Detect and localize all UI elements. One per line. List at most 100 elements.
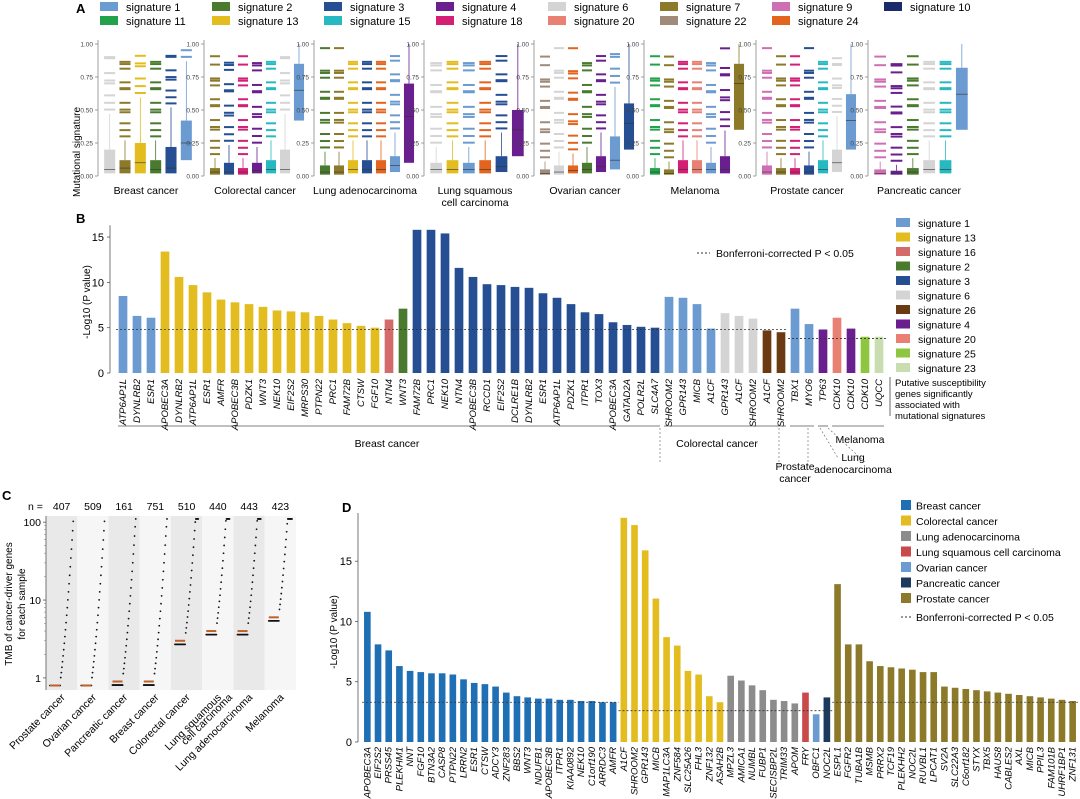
bar-cables2-prostate-cancer <box>1005 693 1012 742</box>
sample-point <box>216 622 218 625</box>
gene-label-ctsw: CTSW <box>480 746 491 775</box>
sample-point <box>222 559 224 562</box>
outlier-point <box>595 80 607 83</box>
outlier-point <box>581 113 593 116</box>
column-background <box>264 516 296 690</box>
outlier-point <box>890 146 903 149</box>
outlier-point <box>691 81 703 84</box>
gene-label-c1orf190: C1orf190 <box>587 746 598 786</box>
outlier-point <box>430 69 443 72</box>
outlier-point <box>789 119 801 122</box>
outlier-point <box>347 122 359 125</box>
bar-ntn4-signature-3 <box>454 267 464 373</box>
bar-esr1-signature-13 <box>202 292 212 373</box>
sample-point <box>66 598 69 601</box>
outlier-point <box>705 90 717 93</box>
legend-swatch-signature-20 <box>548 16 566 25</box>
y-tick-label: 0.50 <box>296 108 309 115</box>
outlier-point <box>361 111 373 114</box>
outlier-point <box>691 63 703 66</box>
outlier-point <box>677 87 689 90</box>
sample-point <box>98 590 101 593</box>
gene-label-asah2b: ASAH2B <box>715 746 726 785</box>
outlier-point <box>209 119 221 122</box>
outlier-point <box>265 108 277 111</box>
bar-rccd1-signature-3 <box>482 284 492 373</box>
outlier-point <box>237 77 249 80</box>
outlier-point <box>939 111 952 114</box>
gene-label-itpr1: ITPR1 <box>580 379 591 406</box>
box <box>446 160 459 174</box>
sample-point <box>283 560 286 563</box>
outlier-point <box>775 77 787 80</box>
outlier-point <box>347 111 359 114</box>
outlier-point <box>719 73 731 76</box>
box <box>251 162 263 174</box>
gene-label-fhl3: FHL3 <box>694 746 705 770</box>
outlier-point <box>479 111 492 114</box>
gene-label-dynlrb2: DYNLRB2 <box>174 378 185 423</box>
sample-point <box>191 562 194 564</box>
bar-micb-prostate-cancer <box>1026 696 1034 742</box>
gene-label-ntn4: NTN4 <box>454 379 465 404</box>
outlier-point <box>567 98 579 101</box>
legend-swatch-signature-11 <box>100 16 118 25</box>
outlier-point <box>104 82 116 85</box>
outlier-point <box>581 64 593 67</box>
gene-label-prrx2: PRRX2 <box>875 746 886 778</box>
legend-label-signature-16: signature 16 <box>918 247 976 259</box>
threshold-legend-label: Bonferroni-corrected P < 0.05 <box>716 248 854 260</box>
outlier-point <box>567 77 579 80</box>
outlier-point <box>539 156 551 159</box>
gene-label-tcf19: TCF19 <box>886 746 897 776</box>
gene-label-amfr: AMFR <box>216 379 227 407</box>
gene-label-ntn4: NTN4 <box>384 379 395 404</box>
sample-point <box>134 525 137 528</box>
box <box>333 165 345 175</box>
sample-point <box>61 666 63 669</box>
bar-apobec3a-signature-13 <box>160 251 170 373</box>
bar-casp8-breast-cancer <box>438 673 446 742</box>
sample-point <box>162 570 165 573</box>
outlier-point <box>581 62 593 65</box>
outlier-point <box>581 115 593 118</box>
outlier-point <box>375 122 387 125</box>
outlier-point <box>649 146 661 149</box>
gene-label-noc2l: NOC2L <box>907 747 918 779</box>
outlier-point <box>462 90 475 93</box>
outlier-point <box>705 83 717 86</box>
outlier-point <box>265 88 277 91</box>
bar-pdzk1-signature-3 <box>566 304 576 373</box>
outlier-point <box>649 98 661 101</box>
sample-point <box>186 616 189 618</box>
sample-point <box>186 621 188 624</box>
legend-swatch-signature-2 <box>212 2 230 11</box>
column-background <box>171 516 203 690</box>
outlier-point <box>209 105 221 108</box>
outlier-point <box>817 87 829 90</box>
outlier-point <box>595 100 607 103</box>
legend-label-breast-cancer: Breast cancer <box>916 501 981 513</box>
box <box>237 168 249 175</box>
outlier-point <box>890 159 903 162</box>
sample-point <box>220 574 223 577</box>
outlier-point <box>389 121 401 124</box>
bar-sv2a-prostate-cancer <box>941 686 948 742</box>
gene-label-btn3a2: BTN3A2 <box>426 746 437 783</box>
gene-label-mpzl3: MPZL3 <box>726 746 737 777</box>
box <box>104 149 116 174</box>
legend-swatch-signature-2 <box>896 261 910 271</box>
legend-swatch-signature-18 <box>436 16 454 25</box>
box <box>209 168 221 175</box>
outlier-point <box>775 63 787 66</box>
sample-point <box>94 648 96 651</box>
y-tick-label: 1.00 <box>186 42 199 49</box>
legend-label-signature-11: signature 11 <box>126 16 186 28</box>
outlier-point <box>446 122 459 125</box>
bar-slc25a26-colorectal-cancer <box>684 670 692 742</box>
bar-slc4a7-signature-3 <box>650 327 660 373</box>
legend-swatch-signature-3 <box>324 2 342 11</box>
bar-obfc1-ovarian-cancer <box>812 714 820 742</box>
sample-point <box>69 565 72 568</box>
gene-label-mrps30: MRPS30 <box>300 378 311 417</box>
